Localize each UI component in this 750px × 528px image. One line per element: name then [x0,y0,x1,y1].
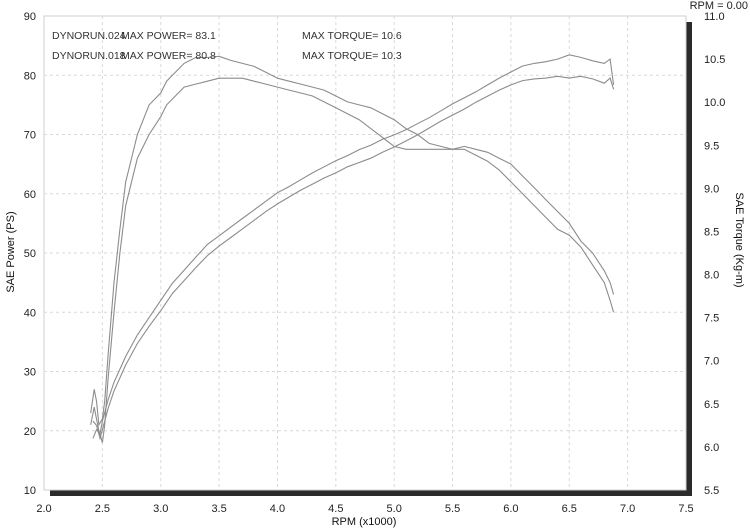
y-right-axis-title: SAE Torque (Kg-m) [733,192,745,287]
x-tick-label: 7.5 [678,503,693,515]
x-tick-label: 3.0 [153,503,168,515]
header-max-torque-label: MAX TORQUE= 10.3 [302,50,402,62]
y-left-tick-label: 80 [24,70,36,82]
x-tick-label: 4.0 [270,503,285,515]
y-left-tick-label: 20 [24,426,36,438]
y-right-tick-label: 8.0 [704,270,719,282]
y-right-tick-label: 11.0 [704,11,725,23]
x-tick-label: 6.0 [503,503,518,515]
header-run-label: DYNORUN.018 [52,50,126,62]
x-tick-label: 6.5 [562,503,577,515]
y-left-tick-label: 70 [24,130,36,142]
y-left-tick-label: 60 [24,189,36,201]
y-right-tick-label: 6.5 [704,399,719,411]
header-max-torque-label: MAX TORQUE= 10.6 [302,30,402,42]
tick-labels: 2.0 2.5 3.0 3.5 4.0 4.5 5.0 5.5 6.0 6.5 7.0 7.5 10 20… [24,11,726,515]
y-right-tick-label: 9.0 [704,183,719,195]
x-tick-label: 5.0 [387,503,402,515]
y-left-tick-label: 90 [24,11,36,23]
x-tick-label: 4.5 [328,503,343,515]
y-right-tick-label: 10.5 [704,54,725,66]
y-right-tick-label: 7.5 [704,313,719,325]
x-axis-title: RPM (x1000) [332,516,397,528]
y-right-tick-label: 10.0 [704,97,725,109]
torque-curve-1 [92,75,615,441]
header-max-power-label: MAX POWER= 83.1 [121,30,216,42]
y-left-tick-label: 50 [24,248,36,260]
y-left-tick-label: 30 [24,367,36,379]
curves [90,54,615,443]
header-run-label: DYNORUN.024 [52,30,126,42]
rpm-readout: RPM = 0.00 [690,0,748,12]
power-curve-3 [90,77,615,443]
y-right-tick-label: 9.5 [704,140,719,152]
y-left-axis-title: SAE Power (PS) [5,211,17,292]
y-right-tick-label: 6.0 [704,442,719,454]
x-tick-label: 3.5 [211,503,226,515]
y-right-tick-label: 5.5 [704,485,719,497]
header-max-power-label: MAX POWER= 80.8 [121,50,216,62]
y-left-tick-label: 10 [24,485,36,497]
x-tick-label: 7.0 [620,503,635,515]
power-curve-2 [90,55,615,427]
x-tick-label: 5.5 [445,503,460,515]
y-right-tick-label: 8.5 [704,226,719,238]
y-left-tick-label: 40 [24,307,36,319]
x-tick-label: 2.5 [95,503,110,515]
x-tick-label: 2.0 [36,503,51,515]
y-right-tick-label: 7.0 [704,356,719,368]
torque-curve-0 [92,54,615,439]
grid [44,16,686,490]
